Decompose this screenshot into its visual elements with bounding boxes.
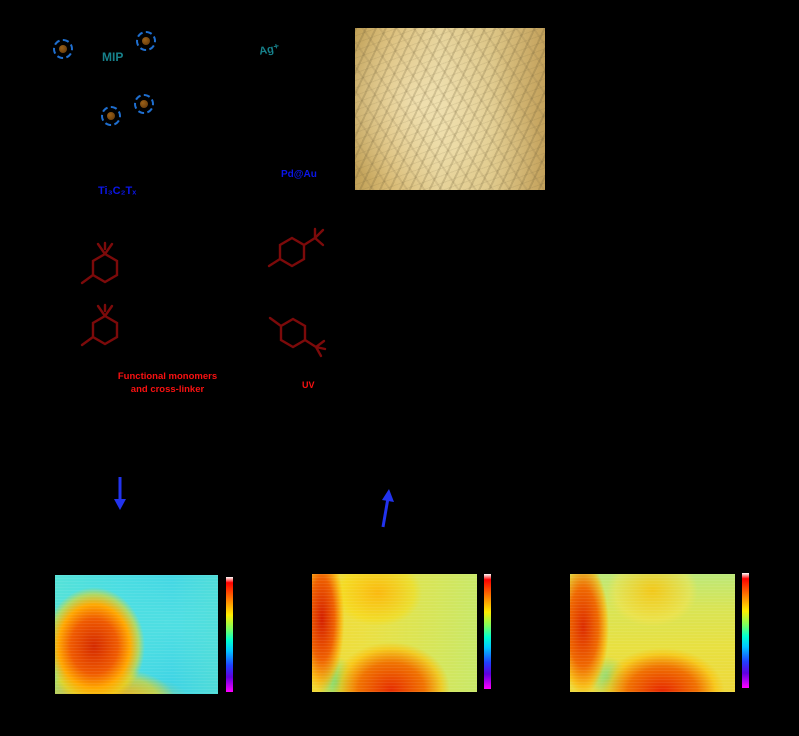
monomer-caption: Functional monomers and cross-linker (105, 371, 230, 397)
scheme-label-3: Ti₃C₂Tₓ (98, 185, 137, 197)
arrow-up-head-icon (382, 489, 394, 502)
caption-line-2: and cross-linker (130, 383, 205, 395)
heatmap-right (570, 574, 735, 692)
cell-marker-circle-4 (134, 94, 154, 114)
annotation-arrows (114, 477, 394, 528)
cell-marker-circle-2 (136, 31, 156, 51)
chemical-structures (80, 227, 327, 358)
microscopy-image (355, 28, 545, 190)
heatmap-middle (312, 574, 477, 692)
colorbar-left (226, 577, 233, 692)
fiber-texture (355, 28, 545, 190)
heatmap-left (55, 575, 218, 694)
scheme-label-1: MIP (102, 50, 124, 64)
cell-marker-circle-3 (101, 106, 121, 126)
colorbar-right (742, 573, 749, 688)
caption-line-1: Functional monomers (117, 371, 218, 382)
arrow-down-head-icon (114, 499, 126, 510)
cell-marker-circle-1 (53, 39, 73, 59)
uv-label: UV (302, 380, 315, 390)
scheme-label-4: Pd@Au (281, 169, 317, 180)
colorbar-middle (484, 574, 491, 689)
arrow-up-icon (381, 497, 390, 528)
